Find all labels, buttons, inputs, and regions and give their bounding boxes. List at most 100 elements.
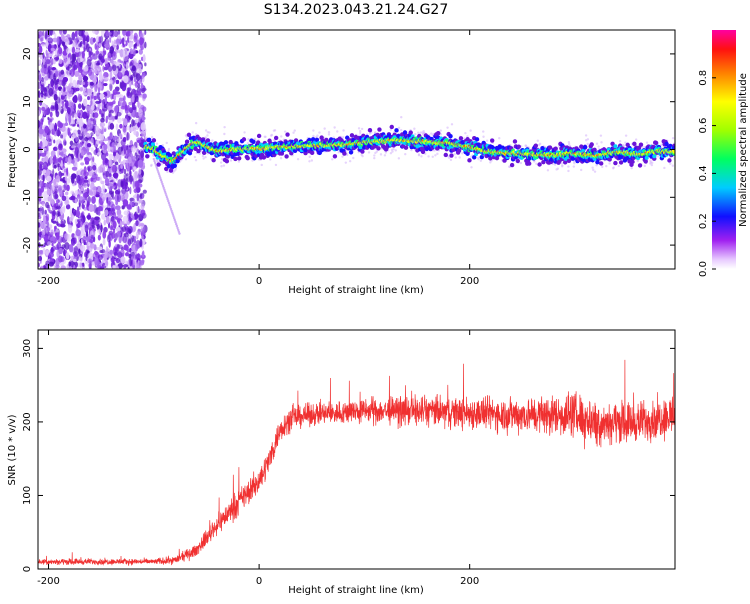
noise-speck <box>102 238 106 246</box>
noise-speck <box>132 155 136 162</box>
noise-speck <box>52 183 55 191</box>
noise-speck <box>88 50 92 58</box>
noise-speck <box>63 58 69 68</box>
noise-speck <box>102 138 108 142</box>
noise-speck <box>126 125 131 131</box>
noise-speck <box>90 61 96 69</box>
noise-speck <box>132 47 136 56</box>
noise-speck <box>139 238 143 248</box>
noise-speck <box>72 79 77 88</box>
ridge-cell <box>151 138 157 143</box>
noise-speck <box>167 199 170 203</box>
noise-speck <box>94 69 98 75</box>
noise-speck <box>141 212 147 219</box>
noise-speck <box>113 145 117 153</box>
ridge-halo <box>194 158 198 162</box>
noise-speck <box>144 62 147 67</box>
noise-speck <box>74 70 80 77</box>
noise-speck <box>82 111 88 119</box>
noise-speck <box>111 142 115 148</box>
noise-speck <box>131 78 134 86</box>
noise-speck <box>38 109 41 117</box>
noise-speck <box>42 198 49 202</box>
ridge-halo <box>669 162 672 165</box>
noise-speck <box>54 193 59 199</box>
noise-speck <box>62 76 69 83</box>
noise-speck <box>126 104 130 111</box>
noise-speck <box>131 119 135 128</box>
noise-speck <box>46 227 51 232</box>
noise-speck <box>111 147 114 152</box>
noise-speck <box>94 43 97 50</box>
noise-speck <box>86 35 90 43</box>
ridge-halo <box>220 165 223 168</box>
noise-speck <box>137 121 140 128</box>
noise-speck <box>99 145 103 149</box>
ridge-cell <box>251 139 256 144</box>
noise-speck <box>113 251 118 256</box>
noise-speck <box>81 50 85 59</box>
noise-speck <box>39 164 43 171</box>
noise-speck <box>166 198 169 201</box>
noise-speck <box>62 165 65 169</box>
noise-speck <box>93 95 97 101</box>
noise-speck <box>96 223 100 231</box>
noise-speck <box>94 219 99 225</box>
noise-speck <box>97 210 100 216</box>
noise-speck <box>116 44 119 50</box>
ridge-halo <box>384 151 388 154</box>
noise-speck <box>103 143 108 151</box>
noise-speck <box>54 122 58 132</box>
noise-speck <box>76 109 81 118</box>
noise-speck <box>54 32 57 39</box>
noise-speck <box>67 224 73 233</box>
ridge-cell <box>443 152 448 158</box>
noise-speck <box>112 151 116 157</box>
noise-speck <box>113 172 119 179</box>
noise-speck <box>74 190 79 196</box>
noise-speck <box>107 183 113 190</box>
noise-speck <box>157 173 161 176</box>
ridge-halo <box>656 155 660 158</box>
noise-speck <box>77 244 81 249</box>
noise-speck <box>105 76 110 81</box>
noise-speck <box>122 199 129 207</box>
noise-speck <box>171 211 174 214</box>
ridge-halo <box>292 131 295 134</box>
noise-speck <box>122 124 127 133</box>
noise-speck <box>141 250 145 258</box>
noise-speck <box>45 249 50 256</box>
noise-speck <box>44 109 48 115</box>
ridge-halo <box>634 138 638 141</box>
noise-speck <box>60 265 66 269</box>
ridge-halo <box>469 129 472 132</box>
ridge-cell <box>309 150 315 156</box>
noise-speck <box>136 193 140 202</box>
ridge-halo <box>327 133 331 136</box>
ridge-halo <box>352 156 355 160</box>
noise-speck <box>40 234 44 238</box>
ridge-halo <box>671 164 675 167</box>
noise-speck <box>38 255 43 262</box>
noise-speck <box>58 247 64 255</box>
noise-speck <box>141 131 146 138</box>
ridge-halo <box>476 156 480 160</box>
noise-speck <box>52 210 57 217</box>
ridge-halo <box>274 163 278 167</box>
ridge-halo <box>400 116 403 119</box>
noise-speck <box>47 116 50 120</box>
ridge-halo <box>397 126 401 130</box>
noise-speck <box>38 59 42 64</box>
noise-speck <box>67 83 72 92</box>
noise-speck <box>64 249 68 254</box>
noise-speck <box>61 244 66 249</box>
noise-speck <box>141 194 145 199</box>
noise-speck <box>69 216 72 224</box>
noise-speck <box>93 112 99 119</box>
noise-speck <box>127 36 130 43</box>
ridge-cell <box>360 149 365 154</box>
noise-speck <box>154 163 157 166</box>
noise-speck <box>103 82 108 87</box>
noise-speck <box>128 107 133 114</box>
